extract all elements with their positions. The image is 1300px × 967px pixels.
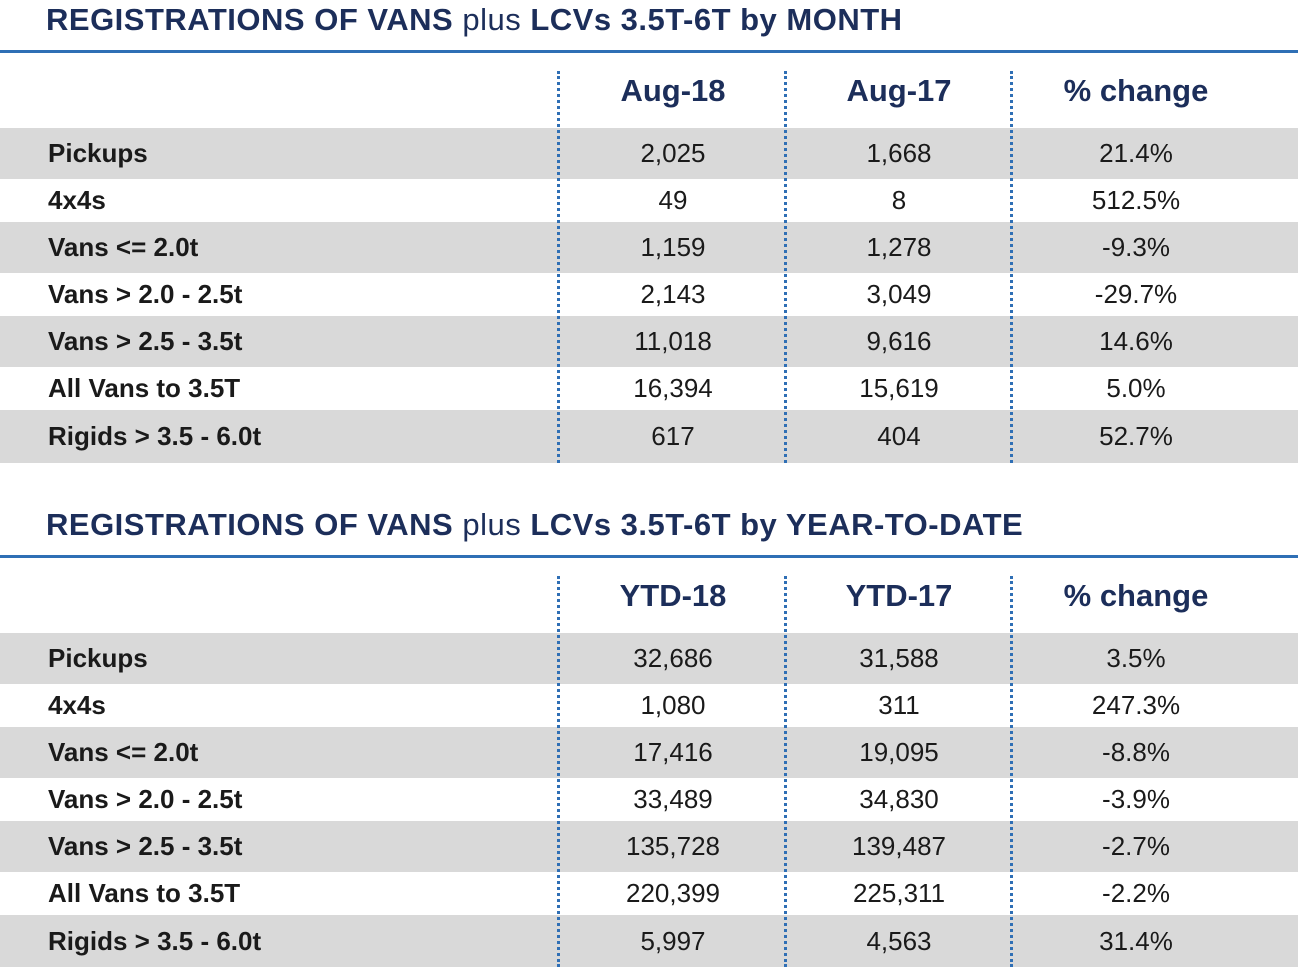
table-cell: 247.3%: [1091, 690, 1181, 720]
title-bold-part: REGISTRATIONS OF VANS: [46, 2, 454, 37]
table-cell: 311: [878, 690, 920, 720]
table-row: Vans > 2.5 - 3.5t 11,018 9,616 14.6%: [0, 316, 1298, 367]
table-cell: 139,487: [852, 831, 946, 861]
table-cell: 52.7%: [1099, 421, 1173, 451]
table-row: Pickups 32,686 31,588 3.5%: [0, 633, 1298, 684]
row-label: Vans > 2.0 - 2.5t: [48, 279, 243, 309]
title-plus-word: plus: [462, 507, 522, 542]
row-label: Vans > 2.0 - 2.5t: [48, 784, 243, 814]
table-cell: 5.0%: [1106, 373, 1166, 403]
row-label: 4x4s: [48, 690, 106, 720]
table-cell: 617: [651, 421, 695, 451]
table-row: 4x4s 1,080 311 247.3%: [0, 684, 1298, 727]
table-row: Rigids > 3.5 - 6.0t 5,997 4,563 31.4%: [0, 915, 1298, 967]
table-cell: 17,416: [633, 737, 713, 767]
table-cell: 14.6%: [1099, 326, 1173, 356]
column-header: YTD-17: [845, 577, 953, 613]
table-cell: -8.8%: [1102, 737, 1170, 767]
registrations-table-ytd: YTD-18 YTD-17 % change Pickups 32,686 31…: [0, 558, 1298, 967]
title-bold-part: LCVs 3.5T-6T by YEAR-TO-DATE: [530, 507, 1024, 542]
title-rule: [0, 50, 1298, 53]
table-row: 4x4s 49 8 512.5%: [0, 179, 1298, 222]
table-cell: 3,049: [866, 279, 932, 309]
table-cell: 11,018: [634, 326, 712, 356]
table-row: Vans > 2.5 - 3.5t 135,728 139,487 -2.7%: [0, 821, 1298, 872]
table-header-row: YTD-18 YTD-17 % change: [0, 558, 1298, 633]
table-cell: 512.5%: [1091, 185, 1181, 215]
table-row: Vans > 2.0 - 2.5t 33,489 34,830 -3.9%: [0, 778, 1298, 821]
title-rule: [0, 555, 1298, 558]
table-cell: -2.7%: [1102, 831, 1170, 861]
table-cell: 5,997: [640, 925, 706, 956]
table-cell: 225,311: [852, 878, 946, 908]
table-cell: 33,489: [633, 784, 713, 814]
table-cell: 31,588: [859, 643, 939, 673]
table-cell: 4,563: [866, 925, 932, 956]
table-header-row: Aug-18 Aug-17 % change: [0, 53, 1298, 128]
column-header: YTD-18: [619, 577, 727, 613]
table-row: Vans <= 2.0t 17,416 19,095 -8.8%: [0, 727, 1298, 778]
table-cell: 15,619: [859, 373, 939, 403]
row-label: Vans <= 2.0t: [48, 232, 199, 262]
table-cell: 220,399: [626, 878, 720, 908]
table-cell: 9,616: [866, 326, 932, 356]
table-cell: 31.4%: [1099, 925, 1173, 956]
row-label: All Vans to 3.5T: [48, 878, 241, 908]
row-label: Vans <= 2.0t: [48, 737, 199, 767]
column-header: % change: [1063, 72, 1209, 108]
title-bold-part: LCVs 3.5T-6T by MONTH: [530, 2, 903, 37]
row-label: Rigids > 3.5 - 6.0t: [48, 925, 262, 956]
column-header: Aug-17: [846, 72, 952, 108]
table-row: Pickups 2,025 1,668 21.4%: [0, 128, 1298, 179]
table-cell: -29.7%: [1094, 279, 1178, 309]
column-divider: [1010, 71, 1013, 463]
table-cell: 21.4%: [1099, 138, 1173, 168]
table-cell: 2,143: [640, 279, 706, 309]
table-cell: 19,095: [859, 737, 939, 767]
table-cell: 404: [877, 421, 921, 451]
column-header: Aug-18: [620, 72, 726, 108]
title-bold-part: REGISTRATIONS OF VANS: [46, 507, 454, 542]
table-cell: 2,025: [640, 138, 706, 168]
table-cell: 1,080: [640, 690, 706, 720]
table-row: Vans <= 2.0t 1,159 1,278 -9.3%: [0, 222, 1298, 273]
table-cell: 1,668: [866, 138, 932, 168]
table-cell: 8: [891, 185, 907, 215]
table-row: All Vans to 3.5T 220,399 225,311 -2.2%: [0, 872, 1298, 915]
column-divider: [557, 71, 560, 463]
table-cell: -3.9%: [1102, 784, 1170, 814]
table-row: Rigids > 3.5 - 6.0t 617 404 52.7%: [0, 410, 1298, 463]
column-divider: [784, 576, 787, 967]
column-header: % change: [1063, 577, 1209, 613]
row-label: Vans > 2.5 - 3.5t: [48, 326, 243, 356]
table-title: REGISTRATIONS OF VANS plus LCVs 3.5T-6T …: [46, 505, 1023, 545]
table-cell: 3.5%: [1106, 643, 1166, 673]
column-divider: [784, 71, 787, 463]
table-cell: 32,686: [633, 643, 713, 673]
row-label: 4x4s: [48, 185, 106, 215]
table-title: REGISTRATIONS OF VANS plus LCVs 3.5T-6T …: [46, 0, 903, 40]
table-cell: -2.2%: [1102, 878, 1170, 908]
table-cell: 34,830: [859, 784, 939, 814]
table-cell: 135,728: [626, 831, 720, 861]
row-label: Vans > 2.5 - 3.5t: [48, 831, 243, 861]
table-cell: 1,159: [640, 232, 706, 262]
table-cell: 49: [658, 185, 688, 215]
title-plus-word: plus: [462, 2, 522, 37]
table-row: Vans > 2.0 - 2.5t 2,143 3,049 -29.7%: [0, 273, 1298, 316]
row-label: Pickups: [48, 643, 148, 673]
table-cell: 16,394: [633, 373, 713, 403]
row-label: Pickups: [48, 138, 148, 168]
table-cell: -9.3%: [1102, 232, 1170, 262]
column-divider: [1010, 576, 1013, 967]
table-row: All Vans to 3.5T 16,394 15,619 5.0%: [0, 367, 1298, 410]
column-divider: [557, 576, 560, 967]
row-label: All Vans to 3.5T: [48, 373, 241, 403]
table-cell: 1,278: [866, 232, 932, 262]
registrations-table-month: Aug-18 Aug-17 % change Pickups 2,025 1,6…: [0, 53, 1298, 463]
row-label: Rigids > 3.5 - 6.0t: [48, 421, 262, 451]
